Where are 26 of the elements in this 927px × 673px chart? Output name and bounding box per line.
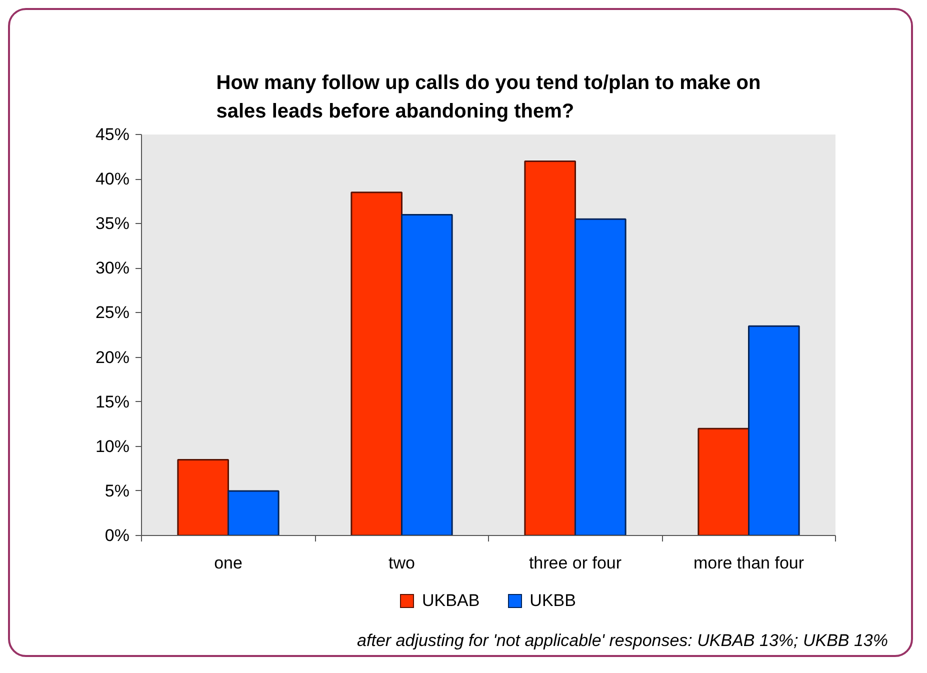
legend-label: UKBB: [530, 590, 576, 612]
x-tick-label: two: [388, 554, 415, 572]
y-tick-label: 0%: [104, 526, 130, 545]
bar: [177, 459, 229, 536]
y-tick-label: 25%: [95, 303, 130, 322]
bar: [698, 428, 750, 536]
bar: [401, 214, 453, 536]
y-tick-label: 20%: [95, 348, 130, 367]
bar: [228, 490, 280, 536]
x-tick-label: one: [214, 554, 242, 572]
y-tick-label: 30%: [95, 258, 130, 278]
x-tick-label: three or four: [528, 554, 622, 572]
bar: [350, 192, 402, 536]
bar: [524, 160, 576, 536]
y-tick-label: 5%: [104, 481, 130, 500]
y-tick-label: 10%: [95, 436, 130, 456]
legend-label: UKBAB: [422, 590, 480, 612]
bar: [748, 325, 800, 536]
y-tick-label: 35%: [95, 214, 130, 234]
chart-title: How many follow up calls do you tend to/plan to make on sales leads before abandoning them?: [216, 72, 761, 122]
x-tick-label: more than four: [693, 554, 804, 572]
bar: [574, 218, 626, 536]
y-tick-label: 45%: [95, 125, 130, 144]
text: after adjusting for 'not applicable' responses: UKBAB 13%; UKBB 13%: [357, 630, 888, 652]
y-tick-label: 40%: [95, 170, 130, 189]
y-tick-label: 15%: [95, 392, 130, 412]
